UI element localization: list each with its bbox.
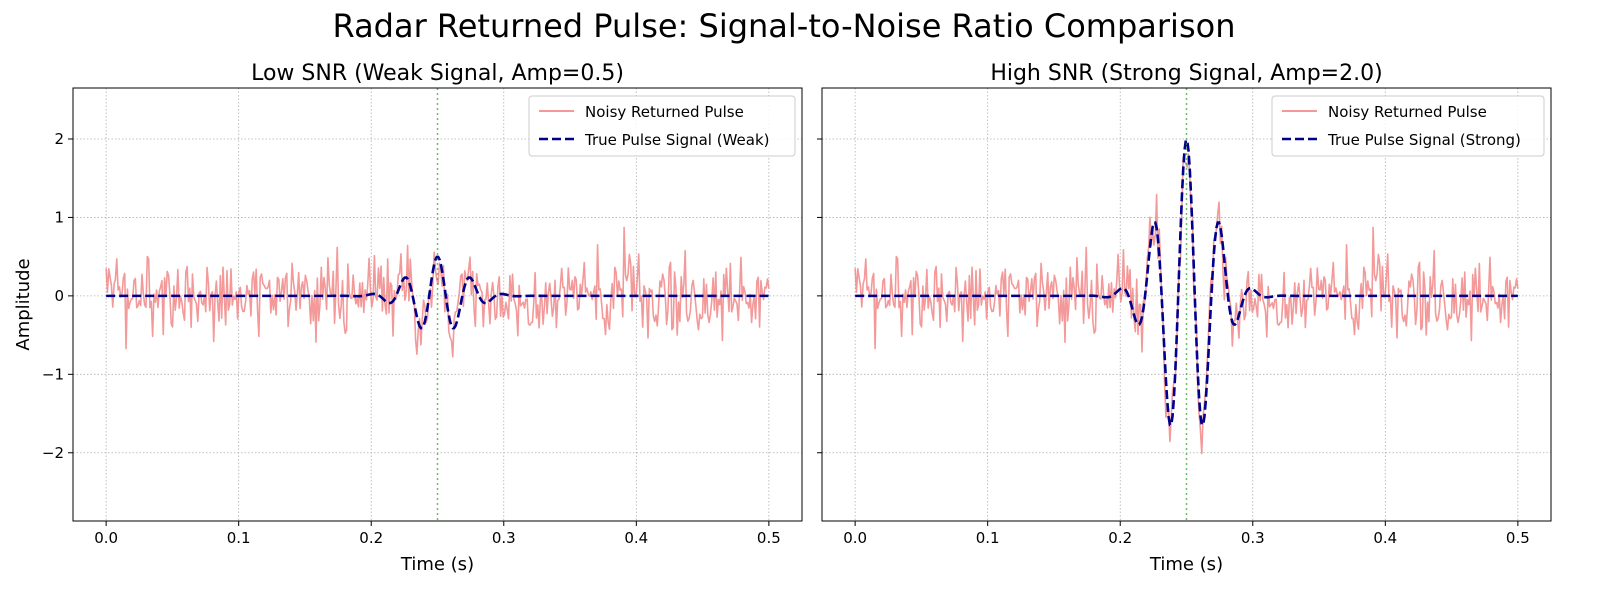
legend-label-true: True Pulse Signal (Strong) — [1327, 131, 1521, 149]
y-tick-label: −1 — [42, 365, 64, 383]
panel-high-snr: High SNR (Strong Signal, Amp=2.0) 0.0 0.1 0… — [817, 61, 1552, 575]
y-tick-label: −2 — [42, 444, 64, 462]
x-tick-label: 0.1 — [976, 529, 1000, 547]
noisy-returned-pulse-line — [105, 226, 770, 358]
noisy-returned-pulse-line — [854, 153, 1519, 455]
panel-low-snr: Low SNR (Weak Signal, Amp=0.5) 0.0 0.1 0.2 0… — [13, 61, 803, 575]
x-tick-label: 0.1 — [227, 529, 251, 547]
subplot-title: High SNR (Strong Signal, Amp=2.0) — [990, 61, 1382, 86]
y-tick-label: 2 — [54, 130, 64, 148]
true-pulse-signal-line — [106, 255, 769, 330]
legend-box — [528, 95, 796, 157]
legend-label-true: True Pulse Signal (Weak) — [584, 131, 770, 149]
x-tick-label: 0.2 — [1108, 529, 1132, 547]
legend: Noisy Returned Pulse True Pulse Signal (S… — [1271, 95, 1545, 157]
x-tick-label: 0.4 — [1373, 529, 1397, 547]
figure-title: Radar Returned Pulse: Signal-to-Noise Ra… — [333, 7, 1236, 45]
axes-frame — [821, 87, 1552, 522]
x-tick-label: 0.3 — [492, 529, 516, 547]
subplot-title: Low SNR (Weak Signal, Amp=0.5) — [251, 61, 624, 86]
y-axis-label: Amplitude — [13, 258, 34, 350]
x-tick-label: 0.2 — [359, 529, 383, 547]
axes-frame — [72, 87, 803, 522]
legend-box — [1271, 95, 1545, 157]
x-tick-label: 0.0 — [843, 529, 867, 547]
legend: Noisy Returned Pulse True Pulse Signal (W… — [528, 95, 796, 157]
y-tick-label: 0 — [54, 287, 64, 305]
x-tick-label: 0.4 — [624, 529, 648, 547]
x-tick-label: 0.5 — [757, 529, 781, 547]
x-axis-label: Time (s) — [1149, 554, 1223, 575]
x-tick-label: 0.3 — [1241, 529, 1265, 547]
x-tick-label: 0.0 — [94, 529, 118, 547]
true-pulse-signal-line — [855, 138, 1518, 427]
legend-label-noisy: Noisy Returned Pulse — [1328, 103, 1487, 121]
legend-label-noisy: Noisy Returned Pulse — [585, 103, 744, 121]
y-tick-label: 1 — [54, 208, 64, 226]
x-tick-label: 0.5 — [1506, 529, 1530, 547]
x-axis-label: Time (s) — [400, 554, 474, 575]
